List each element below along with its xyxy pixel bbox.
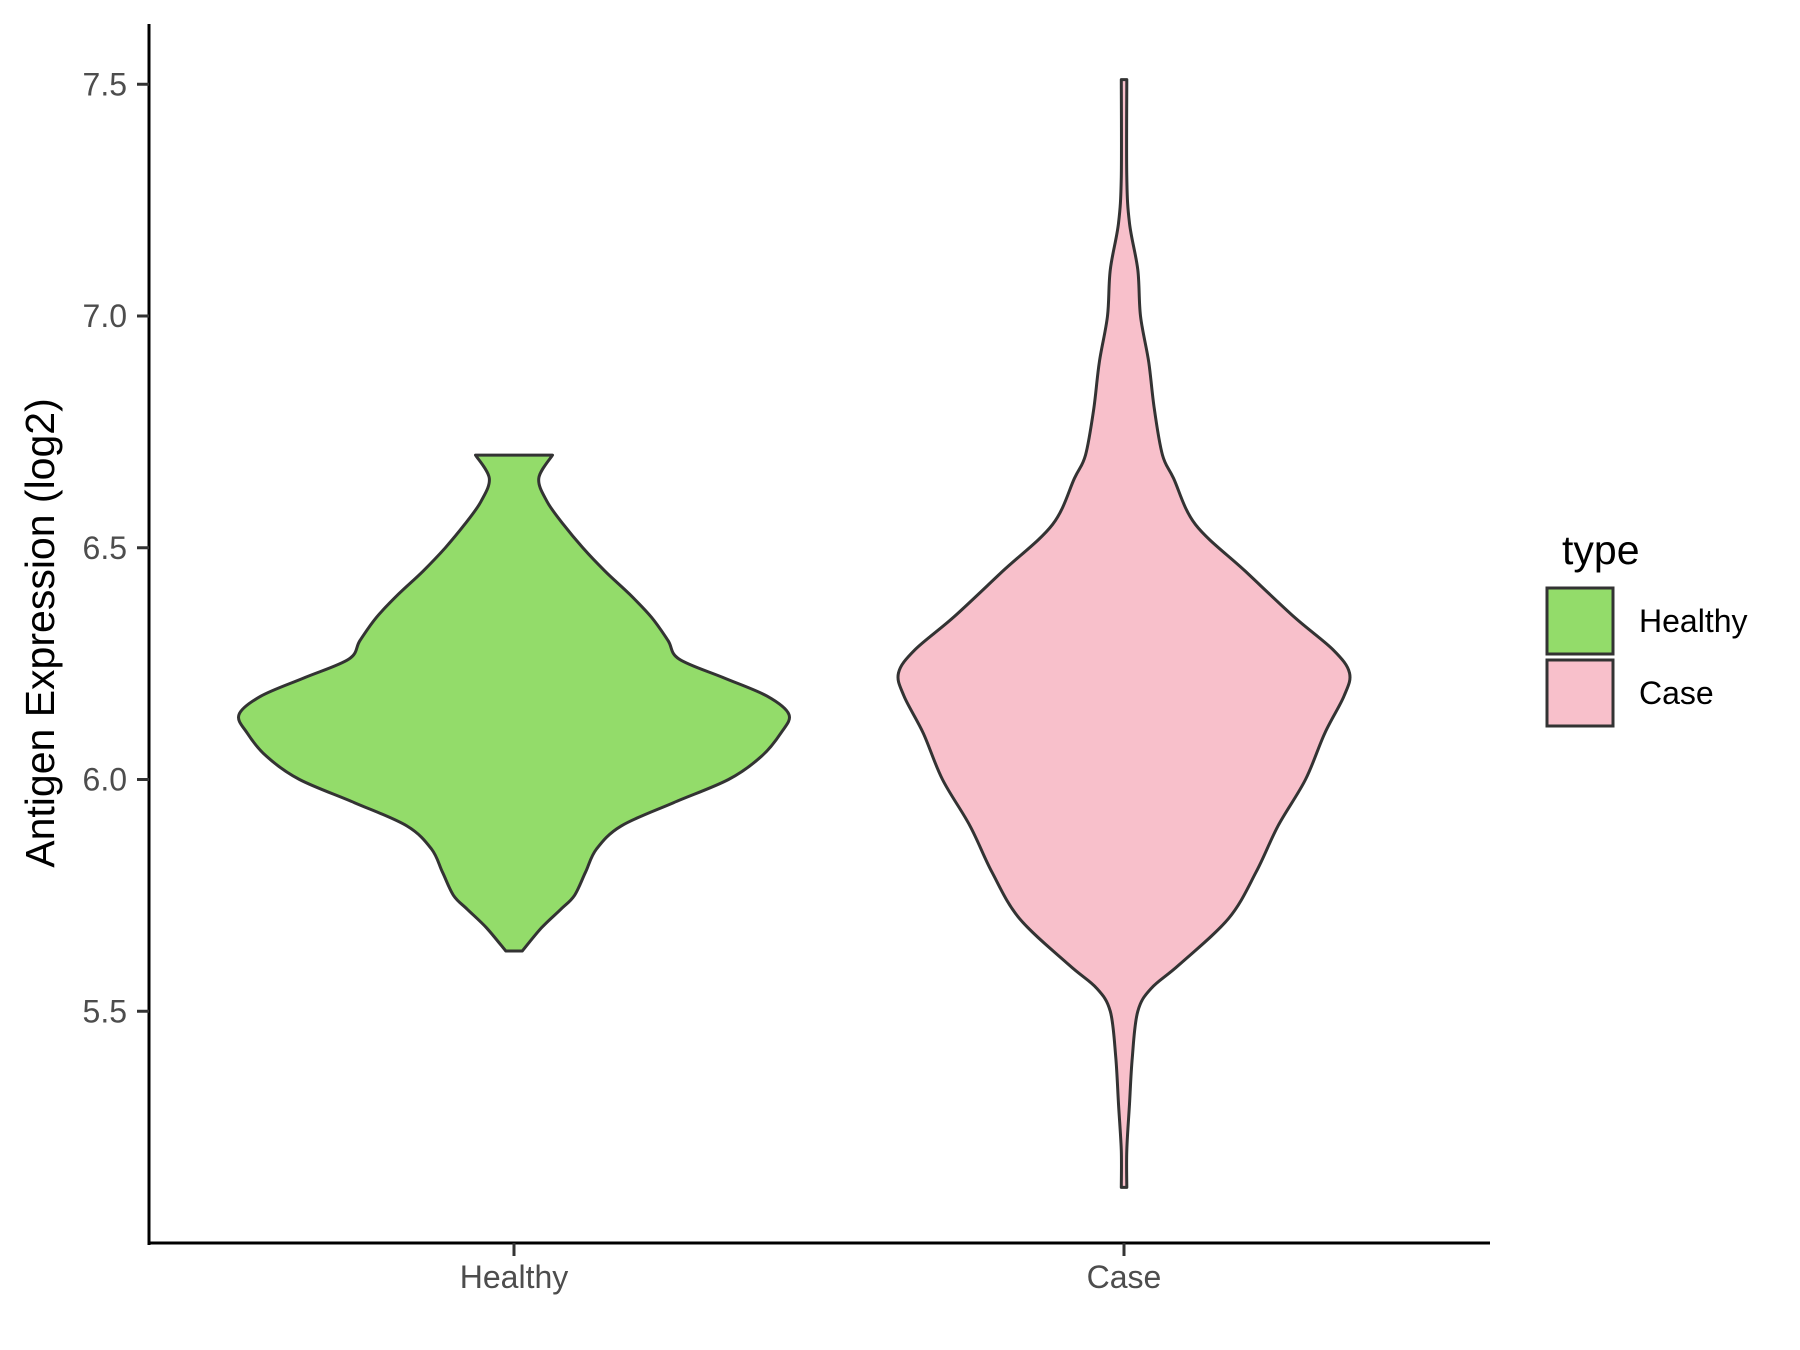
- y-axis-title: Antigen Expression (log2): [17, 398, 63, 867]
- legend-label-case: Case: [1639, 675, 1714, 711]
- x-axis-ticks: Healthy Case: [460, 1243, 1162, 1295]
- violin-case: [896, 78, 1352, 1189]
- y-tick-label: 7.0: [83, 298, 127, 334]
- x-tick-label: Healthy: [460, 1259, 569, 1295]
- y-tick-label: 6.0: [83, 762, 127, 798]
- violin-layer: [237, 78, 1352, 1189]
- y-tick-label: 7.5: [83, 66, 127, 102]
- legend-key-healthy: [1545, 586, 1615, 656]
- legend-title: type: [1562, 527, 1640, 573]
- y-axis-ticks: 5.5 6.0 6.5 7.0 7.5: [83, 66, 149, 1029]
- violin-healthy: [237, 453, 791, 953]
- legend: Healthy Case: [1545, 586, 1748, 728]
- y-tick-label: 6.5: [83, 530, 127, 566]
- legend-key-case: [1545, 658, 1615, 728]
- x-tick-label: Case: [1087, 1259, 1162, 1295]
- legend-label-healthy: Healthy: [1639, 603, 1748, 639]
- y-tick-label: 5.5: [83, 993, 127, 1029]
